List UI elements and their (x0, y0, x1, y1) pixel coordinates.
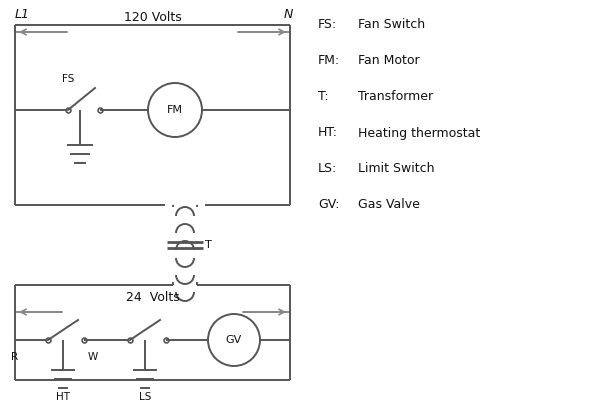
Text: Fan Switch: Fan Switch (358, 18, 425, 32)
Text: FS:: FS: (318, 18, 337, 32)
Text: 24  Volts: 24 Volts (126, 291, 179, 304)
Text: HT:: HT: (318, 126, 338, 140)
Text: 120 Volts: 120 Volts (124, 11, 181, 24)
Text: LS: LS (139, 392, 151, 400)
Text: Fan Motor: Fan Motor (358, 54, 419, 68)
Text: T: T (205, 240, 212, 250)
Text: FS: FS (62, 74, 74, 84)
Text: GV: GV (226, 335, 242, 345)
Text: Limit Switch: Limit Switch (358, 162, 434, 176)
Text: FM:: FM: (318, 54, 340, 68)
Text: GV:: GV: (318, 198, 339, 212)
Text: Transformer: Transformer (358, 90, 433, 104)
Text: N: N (283, 8, 293, 21)
Text: Gas Valve: Gas Valve (358, 198, 420, 212)
Text: Heating thermostat: Heating thermostat (358, 126, 480, 140)
Text: L1: L1 (15, 8, 30, 21)
Text: R: R (11, 352, 18, 362)
Text: W: W (88, 352, 98, 362)
Text: T:: T: (318, 90, 329, 104)
Text: LS:: LS: (318, 162, 337, 176)
Text: HT: HT (56, 392, 70, 400)
Text: FM: FM (167, 105, 183, 115)
